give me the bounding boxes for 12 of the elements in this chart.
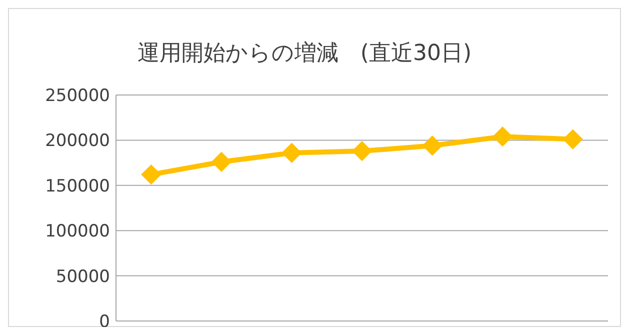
y-tick-label: 250000 (45, 86, 110, 106)
point (422, 136, 442, 156)
y-tick-label: 150000 (45, 176, 110, 196)
point (141, 164, 162, 185)
point (562, 129, 583, 150)
point (282, 142, 302, 163)
y-tick-label: 50000 (56, 266, 110, 287)
point (211, 152, 232, 172)
y-tick-label: 200000 (45, 131, 110, 152)
chart-title: 運用開始からの増減 (直近30日) (137, 41, 472, 66)
y-tick-label: 100000 (45, 222, 110, 242)
y-tick-label: 0 (99, 312, 110, 332)
